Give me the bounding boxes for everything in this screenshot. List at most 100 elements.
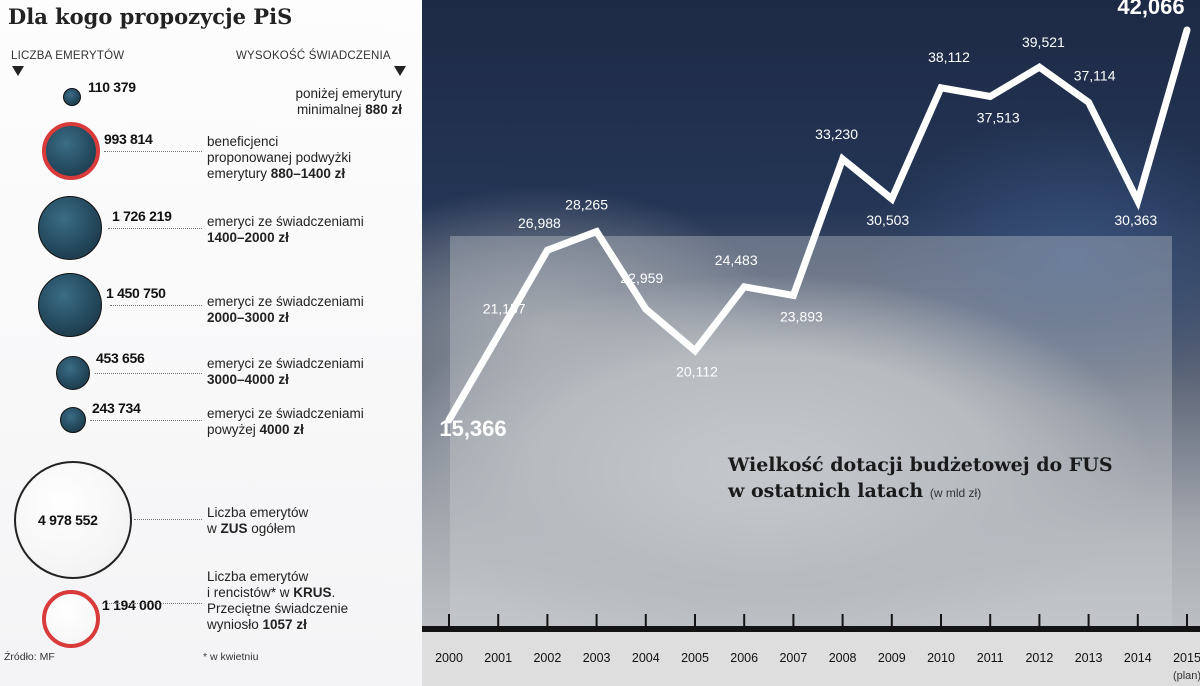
description-text: emeryci ze świadczeniami bbox=[207, 294, 364, 309]
x-tick-label: 2001 bbox=[484, 651, 512, 665]
data-point bbox=[939, 85, 943, 90]
bubble-value: 243 734 bbox=[92, 400, 141, 416]
data-point bbox=[840, 157, 845, 162]
leader-line bbox=[102, 603, 202, 604]
bubble-value: 453 656 bbox=[96, 350, 145, 366]
line-chart: 2000 2001 2002 2003 2004 2005 2006 2007 2008 2009… bbox=[422, 0, 1200, 686]
description-text: i rencistów* w bbox=[207, 585, 294, 600]
x-tick-label: 2015 bbox=[1173, 651, 1200, 665]
bubble bbox=[14, 461, 132, 579]
leader-line bbox=[108, 228, 202, 229]
bubble-description: Liczba emerytów w ZUS ogółem bbox=[207, 505, 308, 537]
bubble-infographic-panel: Dla kogo propozycje PiS LICZBA EMERYTÓW … bbox=[0, 0, 422, 686]
description-text: 1400–2000 zł bbox=[207, 230, 289, 245]
x-tick-label: 2008 bbox=[829, 651, 857, 665]
bubble bbox=[42, 122, 100, 180]
x-tick-label: 2004 bbox=[632, 651, 660, 665]
bubble bbox=[38, 273, 102, 337]
description-text: . bbox=[331, 585, 336, 600]
bubble-value: 1 194 000 bbox=[102, 597, 162, 613]
series-line bbox=[445, 26, 1191, 424]
source-note: Źródło: MF bbox=[4, 651, 55, 663]
bubble bbox=[42, 590, 100, 648]
data-point bbox=[889, 196, 894, 201]
bubble-description: emeryci ze świadczeniami powyżej 4000 zł bbox=[207, 406, 364, 438]
x-tick-label: 2002 bbox=[533, 651, 561, 665]
column-header-amount: WYSOKOŚĆ ŚWIADCZENIA bbox=[236, 50, 391, 62]
description-text: Liczba emerytów bbox=[207, 569, 309, 584]
data-point bbox=[496, 333, 501, 338]
data-point bbox=[988, 94, 993, 99]
bubble bbox=[56, 356, 90, 390]
data-label: 37,513 bbox=[977, 110, 1020, 126]
data-label: 42,066 bbox=[1117, 0, 1184, 19]
bubble-description: emeryci ze świadczeniami 2000–3000 zł bbox=[207, 294, 364, 326]
chart-title-line1: Wielkość dotacji budżetowej do FUS bbox=[728, 454, 1113, 476]
data-point bbox=[742, 284, 747, 289]
data-label: 21,157 bbox=[483, 300, 526, 316]
description-text: ogółem bbox=[247, 521, 296, 536]
description-text: 880–1400 zł bbox=[270, 166, 346, 181]
x-tick-label: 2013 bbox=[1075, 651, 1103, 665]
data-point bbox=[447, 418, 451, 422]
x-tick-label: 2003 bbox=[583, 651, 611, 665]
data-point bbox=[1037, 65, 1042, 70]
infographic-title: Dla kogo propozycje PiS bbox=[8, 4, 293, 29]
description-text: w bbox=[207, 521, 221, 536]
data-label: 22,959 bbox=[620, 270, 663, 286]
description-text: Liczba emerytów bbox=[207, 505, 309, 520]
leader-line bbox=[110, 305, 202, 306]
bubble-description: emeryci ze świadczeniami 3000–4000 zł bbox=[207, 356, 364, 388]
data-label: 20,112 bbox=[676, 364, 718, 380]
bubble bbox=[63, 88, 81, 106]
x-tick-label: 2012 bbox=[1025, 651, 1053, 665]
description-text: 880 zł bbox=[365, 102, 402, 117]
data-label: 30,503 bbox=[866, 212, 909, 228]
data-label: 15,366 bbox=[439, 416, 506, 441]
data-point bbox=[1185, 28, 1189, 32]
leader-line bbox=[134, 519, 202, 520]
bubble bbox=[38, 196, 102, 260]
x-axis-band bbox=[422, 632, 1200, 686]
x-tick-label: 2014 bbox=[1124, 651, 1152, 665]
description-text: emeryci ze świadczeniami bbox=[207, 406, 364, 421]
x-tick-label: 2009 bbox=[878, 651, 906, 665]
description-text: powyżej bbox=[207, 422, 260, 437]
x-tick-label: 2011 bbox=[977, 651, 1004, 665]
bubble-value: 993 814 bbox=[104, 131, 153, 147]
chart-title-line2: w ostatnich latach bbox=[728, 480, 924, 502]
data-point bbox=[1086, 100, 1091, 105]
data-point bbox=[594, 229, 599, 234]
x-tick-label: 2007 bbox=[779, 651, 807, 665]
bubble bbox=[60, 407, 86, 433]
chart-unit: (w mld zł) bbox=[929, 486, 982, 500]
leader-line bbox=[90, 420, 202, 421]
data-label: 24,483 bbox=[715, 252, 758, 268]
description-text: 1057 zł bbox=[262, 617, 307, 632]
bubble-value: 1 726 219 bbox=[112, 208, 172, 224]
leader-line bbox=[104, 151, 202, 152]
description-text: KRUS bbox=[293, 585, 332, 600]
bubble-description: poniżej emerytury minimalnej 880 zł bbox=[295, 86, 402, 118]
x-tick-label: 2005 bbox=[681, 651, 709, 665]
bubble-value: 110 379 bbox=[88, 79, 136, 95]
data-label: 23,893 bbox=[780, 308, 823, 324]
data-point bbox=[643, 307, 648, 312]
x-axis-line bbox=[422, 626, 1200, 632]
description-text: wyniosło bbox=[207, 617, 263, 632]
bubble-description: beneficjenci proponowanej podwyżki emerytu… bbox=[207, 134, 351, 182]
bubble-value: 1 450 750 bbox=[106, 285, 166, 301]
leader-line bbox=[95, 373, 202, 374]
data-label: 38,112 bbox=[928, 49, 970, 65]
x-tick-label: 2006 bbox=[730, 651, 758, 665]
data-label: 37,114 bbox=[1074, 67, 1116, 83]
description-text: beneficjenci bbox=[207, 134, 279, 149]
x-tick-sublabel: (plan) bbox=[1173, 670, 1200, 682]
description-text: poniżej emerytury bbox=[295, 86, 402, 101]
chart-title: Wielkość dotacji budżetowej do FUS w ost… bbox=[728, 452, 1113, 506]
arrow-down-icon bbox=[394, 66, 406, 76]
data-label: 28,265 bbox=[565, 197, 608, 213]
bubble-description: emeryci ze świadczeniami 1400–2000 zł bbox=[207, 214, 364, 246]
data-point bbox=[791, 293, 796, 298]
data-label: 30,363 bbox=[1114, 212, 1157, 228]
